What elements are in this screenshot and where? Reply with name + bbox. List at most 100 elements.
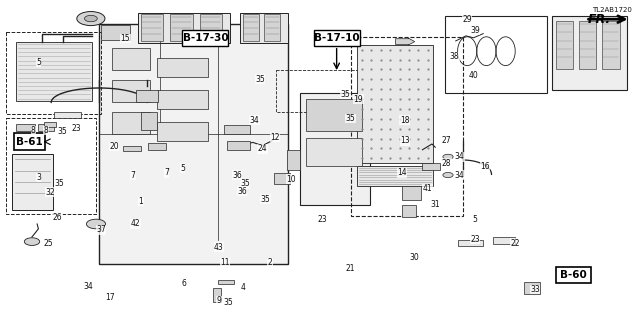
Text: 8: 8 xyxy=(44,126,49,135)
Bar xyxy=(170,14,193,41)
Text: 12: 12 xyxy=(271,133,280,142)
Text: 35: 35 xyxy=(340,90,351,99)
Bar xyxy=(12,154,53,210)
Text: 5: 5 xyxy=(472,215,477,224)
Bar xyxy=(287,150,300,170)
Bar xyxy=(300,93,370,205)
Text: 23: 23 xyxy=(470,235,480,244)
Bar xyxy=(493,237,515,244)
Text: 34: 34 xyxy=(250,116,260,124)
Bar xyxy=(141,14,163,41)
Bar xyxy=(157,58,208,77)
Text: 34: 34 xyxy=(454,152,465,161)
Text: 29: 29 xyxy=(462,15,472,24)
Bar xyxy=(218,280,234,284)
Bar xyxy=(6,118,96,214)
Bar xyxy=(141,112,157,130)
Text: 7: 7 xyxy=(131,171,136,180)
Bar xyxy=(200,14,222,41)
Text: 23: 23 xyxy=(72,124,82,132)
Bar xyxy=(213,288,221,302)
Text: B-17-10: B-17-10 xyxy=(314,33,360,43)
Text: 36: 36 xyxy=(237,187,247,196)
Text: 23: 23 xyxy=(317,215,327,224)
Text: 41: 41 xyxy=(422,184,433,193)
Text: 35: 35 xyxy=(58,127,68,136)
Text: 37: 37 xyxy=(96,225,106,234)
Bar xyxy=(274,173,290,184)
Bar xyxy=(243,14,259,41)
Text: 14: 14 xyxy=(397,168,407,177)
Bar xyxy=(264,14,280,41)
Bar xyxy=(306,138,362,166)
Text: 28: 28 xyxy=(442,159,451,168)
Text: 6: 6 xyxy=(181,279,186,288)
Bar xyxy=(227,141,250,150)
Text: 8: 8 xyxy=(31,126,36,135)
Text: 7: 7 xyxy=(164,168,169,177)
Text: 35: 35 xyxy=(260,195,271,204)
Text: 35: 35 xyxy=(223,298,233,307)
Text: 11: 11 xyxy=(221,258,230,267)
Bar xyxy=(556,267,591,283)
Text: 34: 34 xyxy=(83,282,93,291)
Text: 40: 40 xyxy=(468,71,479,80)
Text: 27: 27 xyxy=(442,136,452,145)
Text: 13: 13 xyxy=(400,136,410,145)
Bar xyxy=(224,125,250,134)
Text: 3: 3 xyxy=(36,173,41,182)
Text: 33: 33 xyxy=(530,285,540,294)
Text: 39: 39 xyxy=(470,26,480,35)
Text: 4: 4 xyxy=(241,284,246,292)
Text: B-17-30: B-17-30 xyxy=(182,33,228,43)
Text: 18: 18 xyxy=(400,116,409,124)
Bar xyxy=(123,146,141,151)
Circle shape xyxy=(443,154,453,159)
Text: 35: 35 xyxy=(54,180,65,188)
Circle shape xyxy=(443,172,453,178)
Text: 35: 35 xyxy=(240,180,250,188)
Bar xyxy=(157,90,208,109)
Bar xyxy=(6,32,101,114)
Text: 22: 22 xyxy=(511,239,520,248)
Text: 5: 5 xyxy=(36,58,41,67)
Bar xyxy=(276,70,363,112)
Bar xyxy=(99,24,288,264)
Circle shape xyxy=(86,219,106,229)
Text: 38: 38 xyxy=(449,52,460,61)
Text: 31: 31 xyxy=(430,200,440,209)
Bar xyxy=(579,21,596,69)
Bar xyxy=(402,205,416,217)
Text: 30: 30 xyxy=(410,253,420,262)
Bar xyxy=(402,186,421,200)
Bar xyxy=(54,112,81,118)
Bar xyxy=(148,143,166,150)
FancyArrow shape xyxy=(396,38,415,45)
Bar xyxy=(182,30,228,46)
Text: B-60: B-60 xyxy=(560,270,586,280)
Bar xyxy=(524,282,540,294)
Text: 5: 5 xyxy=(180,164,185,172)
Bar xyxy=(16,42,92,101)
Text: 35: 35 xyxy=(346,114,356,123)
Bar xyxy=(157,122,208,141)
Text: 32: 32 xyxy=(45,188,55,196)
Bar xyxy=(14,133,45,150)
Text: 24: 24 xyxy=(257,144,268,153)
Text: 15: 15 xyxy=(120,34,131,43)
Bar xyxy=(458,240,483,246)
Bar xyxy=(138,13,230,43)
Text: 16: 16 xyxy=(480,162,490,171)
Bar xyxy=(314,30,360,46)
Text: 20: 20 xyxy=(109,142,119,151)
Text: 10: 10 xyxy=(286,175,296,184)
Circle shape xyxy=(77,12,105,26)
Bar xyxy=(351,37,463,216)
Circle shape xyxy=(24,238,40,245)
Bar xyxy=(38,124,54,131)
Bar xyxy=(136,90,158,102)
Text: 35: 35 xyxy=(255,75,265,84)
Bar xyxy=(306,99,362,131)
Text: 21: 21 xyxy=(346,264,355,273)
Text: 9: 9 xyxy=(216,296,221,305)
